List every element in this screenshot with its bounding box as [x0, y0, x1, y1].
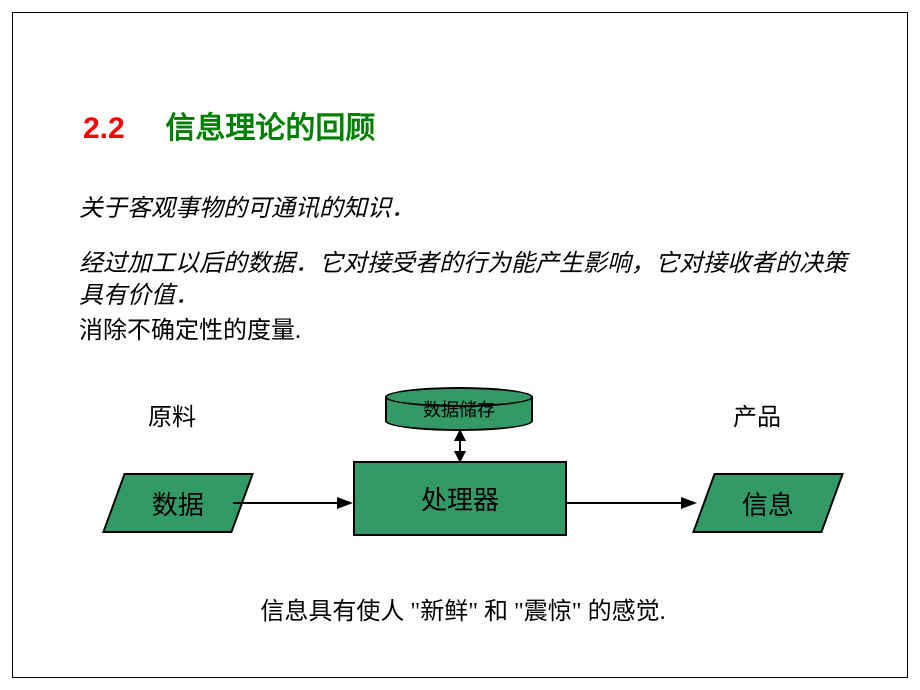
arrow-processor-to-info [567, 493, 697, 513]
footer-text: 信息具有使人 "新鲜" 和 "震惊" 的感觉. [133, 591, 793, 626]
arrow-storage-processor [450, 429, 470, 463]
processor-label: 处理器 [421, 480, 499, 517]
slide-heading: 2.2 信息理论的回顾 [83, 103, 375, 147]
data-label: 数据 [152, 485, 204, 522]
slide-container: 2.2 信息理论的回顾 关于客观事物的可通讯的知识． 经过加工以后的数据．它对接… [12, 12, 908, 678]
node-storage: 数据储存 [385, 387, 533, 431]
node-data: 数据 [102, 473, 254, 533]
heading-number: 2.2 [83, 112, 125, 145]
paragraph-2: 经过加工以后的数据．它对接受者的行为能产生影响，它对接收者的决策具有价值． [79, 248, 859, 313]
heading-title: 信息理论的回顾 [165, 112, 375, 145]
label-raw-material: 原料 [148, 397, 196, 432]
node-info: 信息 [692, 473, 844, 533]
storage-label: 数据储存 [423, 396, 495, 422]
paragraph-1: 关于客观事物的可通讯的知识． [79, 193, 879, 225]
info-label: 信息 [742, 485, 794, 522]
arrow-data-to-processor [233, 493, 353, 513]
label-product: 产品 [733, 397, 781, 432]
node-processor: 处理器 [353, 461, 567, 536]
paragraph-3: 消除不确定性的度量. [79, 315, 879, 347]
